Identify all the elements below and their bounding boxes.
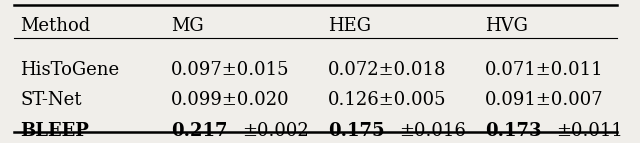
Text: 0.126±0.005: 0.126±0.005 xyxy=(328,91,447,109)
Text: 0.091±0.007: 0.091±0.007 xyxy=(485,91,604,109)
Text: 0.217: 0.217 xyxy=(171,122,227,140)
Text: 0.173: 0.173 xyxy=(485,122,541,140)
Text: Method: Method xyxy=(20,17,90,35)
Text: ±0.016: ±0.016 xyxy=(399,122,467,140)
Text: 0.099±0.020: 0.099±0.020 xyxy=(171,91,289,109)
Text: 0.071±0.011: 0.071±0.011 xyxy=(485,61,604,79)
Text: BLEEP: BLEEP xyxy=(20,122,89,140)
Text: HisToGene: HisToGene xyxy=(20,61,119,79)
Text: ±0.002: ±0.002 xyxy=(243,122,309,140)
Text: MG: MG xyxy=(171,17,204,35)
Text: 0.097±0.015: 0.097±0.015 xyxy=(171,61,289,79)
Text: ST-Net: ST-Net xyxy=(20,91,82,109)
Text: HVG: HVG xyxy=(485,17,528,35)
Text: ±0.011: ±0.011 xyxy=(556,122,623,140)
Text: HEG: HEG xyxy=(328,17,371,35)
Text: 0.175: 0.175 xyxy=(328,122,385,140)
Text: 0.072±0.018: 0.072±0.018 xyxy=(328,61,447,79)
